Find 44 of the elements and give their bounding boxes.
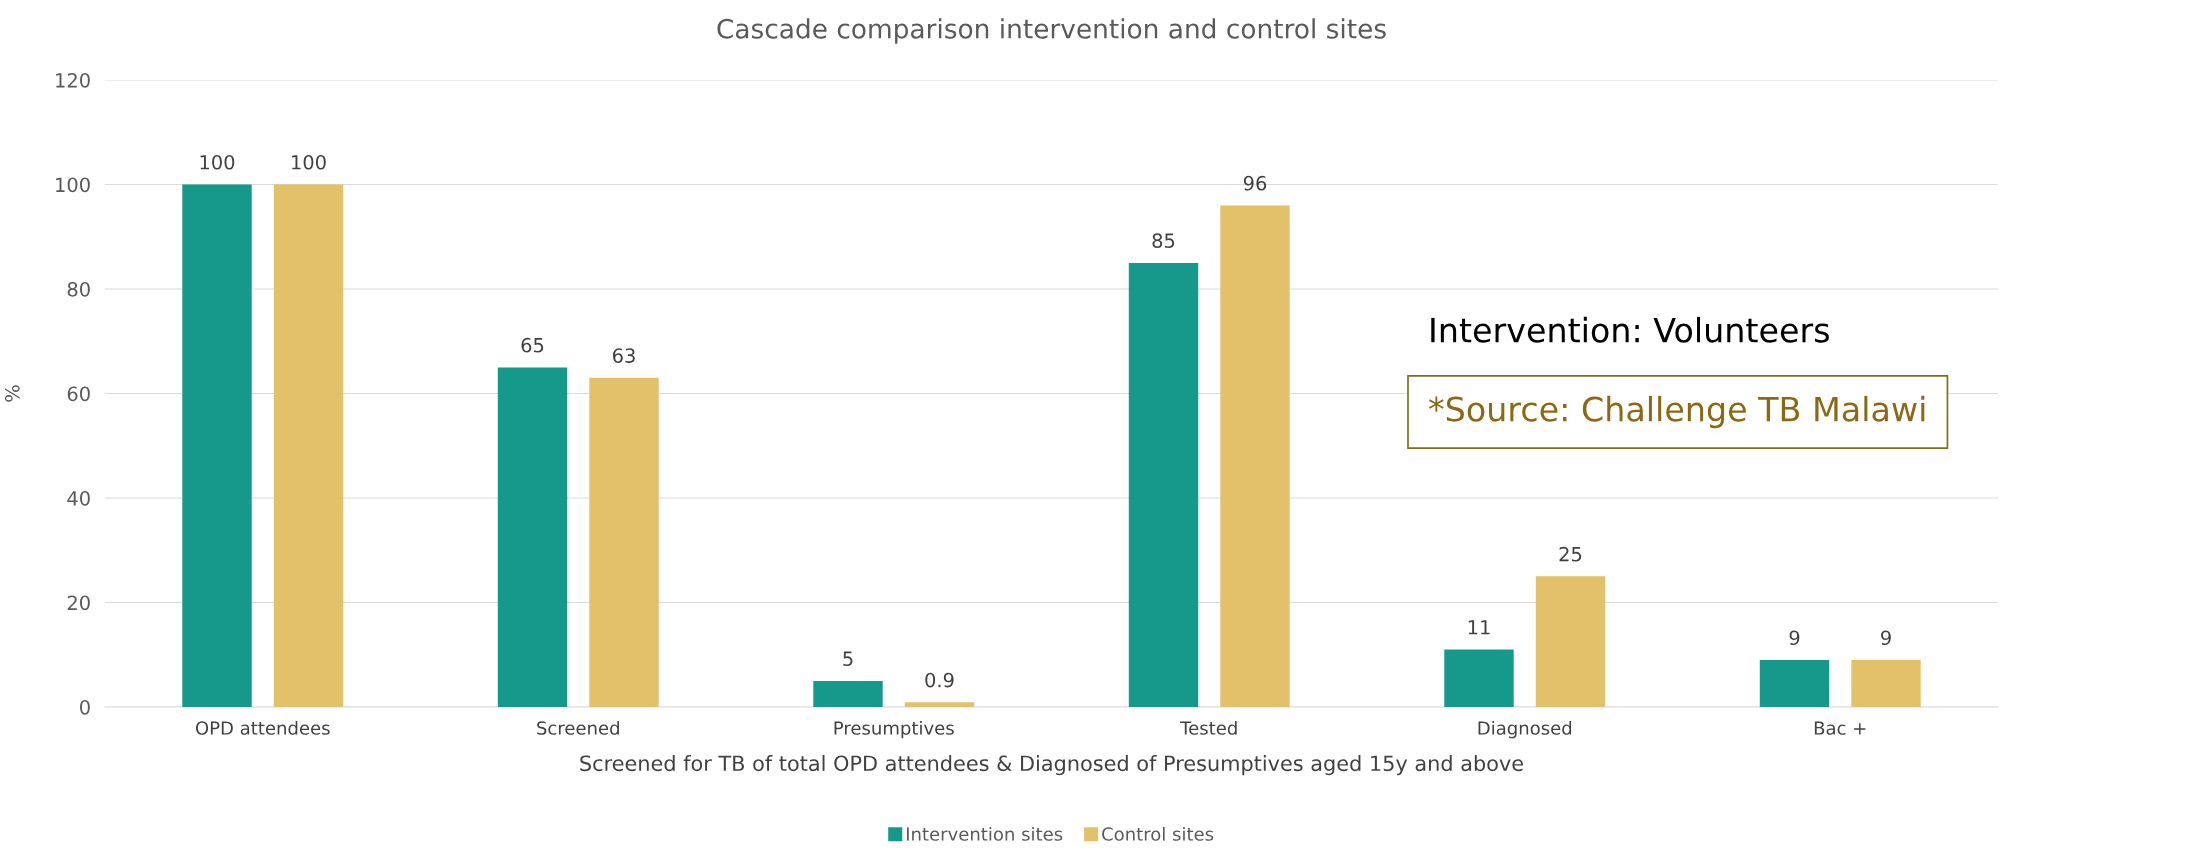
bar bbox=[1220, 205, 1290, 707]
annotation: *Source: Challenge TB Malawi bbox=[1428, 395, 1925, 429]
data-label: 11 bbox=[1468, 620, 1490, 635]
y-tick-label: 40 bbox=[67, 490, 90, 506]
data-label: 25 bbox=[1559, 546, 1582, 562]
y-axis-title: % bbox=[4, 385, 20, 402]
data-label: 65 bbox=[521, 337, 544, 353]
y-tick-label: 120 bbox=[56, 72, 90, 88]
data-label: 100 bbox=[292, 154, 326, 170]
bar bbox=[182, 184, 252, 707]
bar bbox=[813, 680, 883, 707]
data-label: 9 bbox=[1789, 630, 1800, 646]
x-tick-label: Tested bbox=[1180, 720, 1237, 735]
chart-title: Cascade comparison intervention and control sites bbox=[717, 18, 1386, 44]
y-tick-label: 0 bbox=[80, 699, 90, 715]
x-axis-title: Screened for TB of total OPD attendees & Diagnosed of Presumptives aged 15y and above bbox=[580, 755, 1523, 776]
x-tick-label: Screened bbox=[537, 720, 619, 735]
y-tick-label: 80 bbox=[67, 281, 90, 297]
bar bbox=[1128, 262, 1199, 707]
legend-label: Control sites bbox=[1102, 826, 1214, 841]
data-label: 96 bbox=[1243, 175, 1267, 191]
y-tick-label: 100 bbox=[56, 177, 90, 193]
x-tick-label: Bac + bbox=[1814, 721, 1866, 735]
bar bbox=[904, 702, 975, 707]
data-label: 100 bbox=[200, 154, 235, 170]
data-label: 9 bbox=[1881, 630, 1891, 646]
y-tick-label: 60 bbox=[67, 386, 90, 402]
x-tick-label: Presumptives bbox=[834, 720, 954, 739]
data-label: 63 bbox=[612, 348, 635, 363]
data-label: 0.9 bbox=[925, 672, 954, 688]
legend-label: Intervention sites bbox=[906, 826, 1063, 841]
bar bbox=[1444, 649, 1514, 707]
data-label: 85 bbox=[1152, 233, 1175, 248]
annotation: Intervention: Volunteers bbox=[1431, 316, 1829, 343]
bar bbox=[1759, 659, 1830, 707]
data-label: 5 bbox=[843, 651, 853, 666]
x-tick-label: OPD attendees bbox=[195, 720, 330, 735]
bar bbox=[273, 184, 344, 707]
bar bbox=[497, 367, 568, 707]
bar bbox=[1851, 659, 1921, 707]
bar bbox=[589, 377, 659, 707]
y-tick-label: 20 bbox=[67, 595, 90, 611]
bar bbox=[1535, 576, 1606, 707]
x-tick-label: Diagnosed bbox=[1478, 720, 1572, 739]
